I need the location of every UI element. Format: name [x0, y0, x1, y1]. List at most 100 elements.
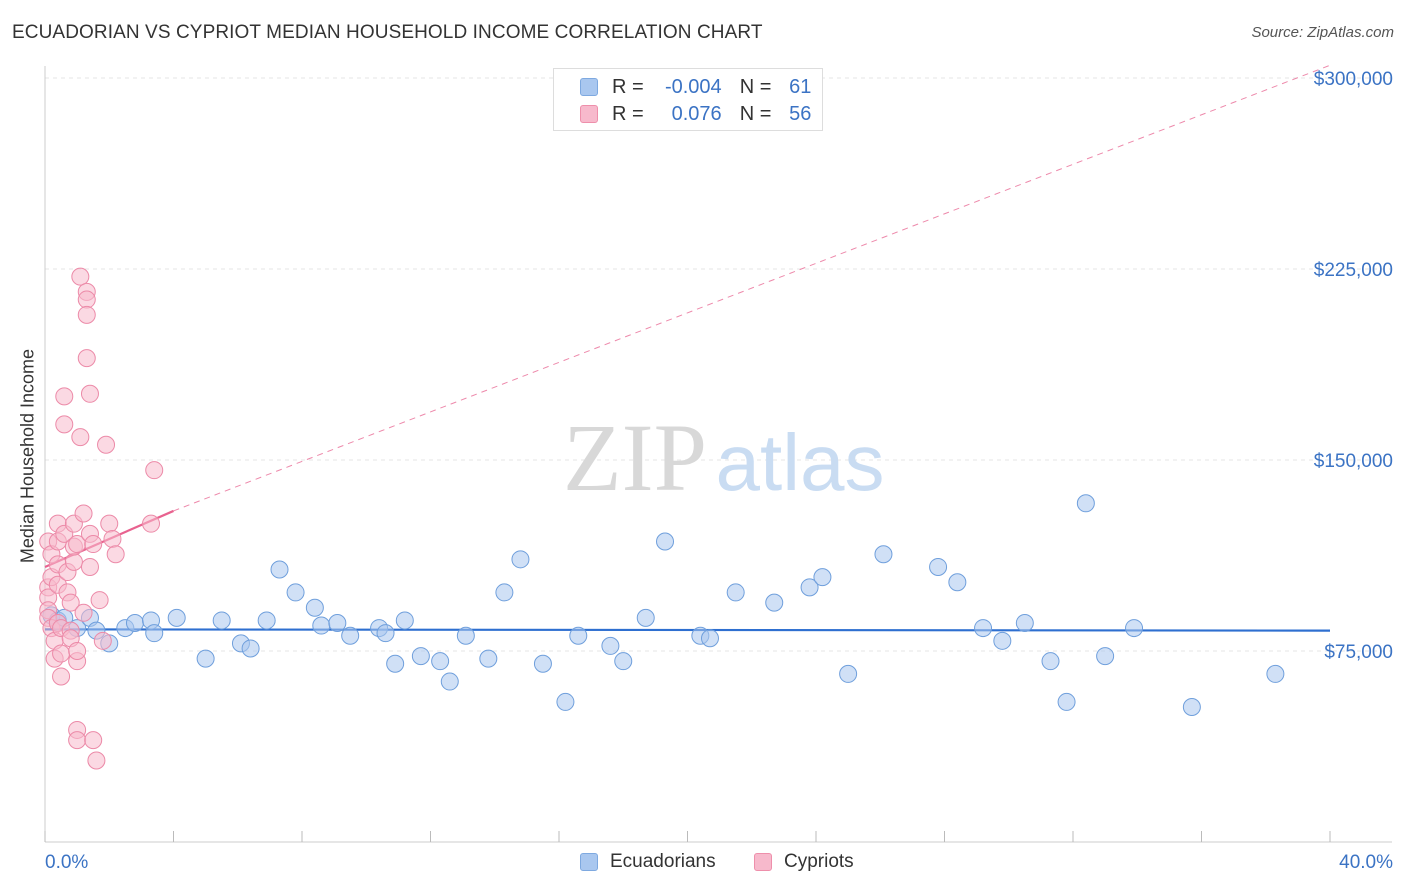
data-point-cypriots	[52, 667, 71, 686]
data-point-ecuadorians	[125, 613, 144, 632]
data-point-ecuadorians	[974, 619, 993, 638]
data-point-cypriots	[68, 731, 87, 750]
stats-legend: R = -0.004 N = 61 R = 0.076 N = 56	[553, 68, 823, 131]
data-point-cypriots	[97, 435, 116, 454]
data-point-ecuadorians	[726, 583, 745, 602]
data-point-ecuadorians	[1096, 647, 1115, 666]
trendlines	[44, 64, 1331, 632]
data-point-cypriots	[142, 514, 161, 533]
legend-r-value: 0.076	[671, 102, 722, 125]
y-tick-labels: $75,000 $150,000 $225,000 $300,000	[1314, 69, 1393, 663]
data-point-ecuadorians	[700, 629, 719, 648]
data-point-cypriots	[68, 642, 87, 660]
data-point-ecuadorians	[533, 654, 552, 673]
data-point-cypriots	[77, 305, 96, 324]
data-point-ecuadorians	[286, 583, 305, 602]
gridlines	[45, 77, 1392, 652]
y-tick-label: $75,000	[1324, 642, 1393, 663]
data-point-ecuadorians	[800, 578, 819, 597]
data-point-ecuadorians	[212, 611, 231, 630]
data-points	[39, 267, 1285, 770]
legend-n-label: N =	[739, 102, 772, 125]
data-point-cypriots	[77, 290, 96, 309]
watermark: ZIP atlas	[563, 404, 884, 511]
legend-swatch-cypriots	[754, 853, 772, 871]
data-point-cypriots	[55, 415, 74, 434]
legend-label-ecuadorians: Ecuadorians	[610, 851, 716, 872]
data-point-ecuadorians	[312, 616, 331, 635]
legend-n-value: 61	[789, 75, 812, 98]
legend-item-ecuadorians: Ecuadorians	[580, 851, 716, 873]
data-point-ecuadorians	[874, 545, 893, 564]
data-point-cypriots	[103, 529, 122, 548]
legend-n-label: N =	[739, 75, 772, 98]
chart-title: ECUADORIAN VS CYPRIOT MEDIAN HOUSEHOLD I…	[12, 22, 763, 43]
data-point-ecuadorians	[1125, 619, 1144, 638]
trendline-ecuadorians	[44, 628, 1331, 632]
data-point-cypriots	[80, 557, 99, 576]
data-point-cypriots	[71, 267, 90, 286]
data-point-ecuadorians	[305, 598, 324, 617]
data-point-cypriots	[74, 603, 93, 622]
watermark-zip: ZIP	[563, 404, 707, 511]
data-point-cypriots	[84, 535, 103, 554]
data-point-ecuadorians	[411, 647, 430, 666]
legend-row-cypriots: R = 0.076 N = 56	[580, 102, 811, 126]
data-point-ecuadorians	[948, 573, 967, 592]
data-point-ecuadorians	[440, 672, 459, 691]
data-point-cypriots	[84, 731, 103, 750]
data-point-ecuadorians	[395, 611, 414, 630]
data-point-ecuadorians	[376, 624, 395, 643]
data-point-ecuadorians	[636, 608, 655, 627]
legend-label-cypriots: Cypriots	[784, 851, 854, 872]
data-point-ecuadorians	[1266, 664, 1285, 683]
data-point-ecuadorians	[1076, 494, 1095, 513]
data-point-ecuadorians	[556, 692, 575, 711]
data-point-ecuadorians	[495, 583, 514, 602]
data-point-ecuadorians	[341, 626, 360, 645]
legend-item-cypriots: Cypriots	[754, 851, 854, 873]
data-point-ecuadorians	[167, 608, 186, 627]
trendline-extension-cypriots	[173, 64, 1331, 512]
legend-row-ecuadorians: R = -0.004 N = 61	[580, 75, 811, 99]
data-point-ecuadorians	[386, 654, 405, 673]
data-point-ecuadorians	[601, 636, 620, 655]
x-axis-max-label: 40.0%	[1339, 852, 1393, 873]
y-tick-label: $300,000	[1314, 69, 1393, 90]
data-point-ecuadorians	[656, 532, 675, 551]
y-tick-label: $225,000	[1314, 260, 1393, 281]
data-point-cypriots	[90, 591, 109, 610]
data-point-cypriots	[77, 349, 96, 368]
data-point-ecuadorians	[614, 652, 633, 671]
data-point-ecuadorians	[257, 611, 276, 630]
data-point-ecuadorians	[270, 560, 289, 579]
data-point-cypriots	[74, 504, 93, 523]
source-label: Source: ZipAtlas.com	[1251, 24, 1394, 41]
data-point-ecuadorians	[993, 631, 1012, 650]
data-point-ecuadorians	[431, 652, 450, 671]
legend-n-value: 56	[789, 102, 812, 125]
data-point-cypriots	[100, 514, 119, 533]
data-point-cypriots	[64, 552, 83, 571]
data-point-cypriots	[80, 384, 99, 403]
data-point-cypriots	[55, 387, 74, 406]
legend-r-value: -0.004	[664, 75, 722, 98]
legend-swatch-ecuadorians	[580, 78, 598, 96]
data-point-ecuadorians	[765, 593, 784, 612]
data-point-ecuadorians	[839, 664, 858, 683]
data-point-ecuadorians	[813, 568, 832, 587]
series-legend: Ecuadorians Cypriots	[0, 851, 1406, 877]
y-tick-label: $150,000	[1314, 451, 1393, 472]
legend-swatch-ecuadorians	[580, 853, 598, 871]
data-point-ecuadorians	[456, 626, 475, 645]
data-point-ecuadorians	[241, 639, 260, 658]
data-point-cypriots	[145, 461, 164, 480]
data-point-ecuadorians	[479, 649, 498, 668]
legend-r-label: R =	[612, 75, 644, 98]
legend-r-label: R =	[612, 102, 644, 125]
data-point-ecuadorians	[1015, 613, 1034, 632]
x-axis-min-label: 0.0%	[45, 852, 89, 873]
axes	[44, 66, 1392, 843]
data-point-ecuadorians	[145, 624, 164, 643]
data-point-ecuadorians	[1182, 698, 1201, 717]
